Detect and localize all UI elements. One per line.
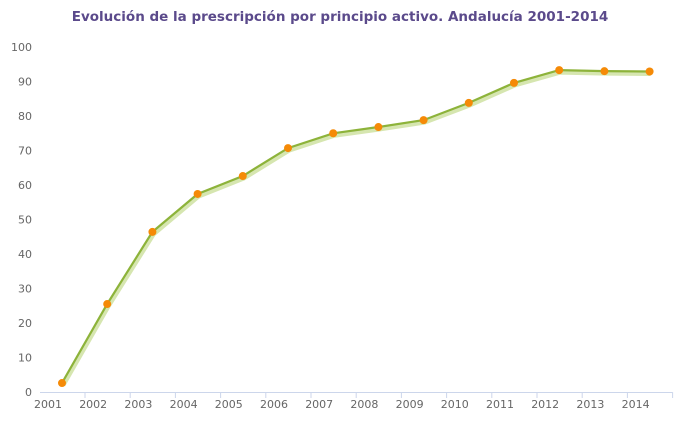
y-tick-label: 60	[18, 179, 32, 192]
x-tick-label: 2001	[34, 398, 62, 411]
x-tick-label: 2012	[531, 398, 559, 411]
data-point	[510, 78, 518, 87]
data-point	[148, 227, 157, 236]
y-axis: 0 10 20 30 40 50 60 70 80 90 100	[11, 41, 32, 399]
y-tick-label: 90	[18, 76, 32, 89]
data-point	[329, 129, 338, 138]
y-tick-label: 20	[18, 317, 32, 330]
x-axis: 2001 2002 2003 2004 2005 2006 2007 2008 2009 2010…	[34, 392, 674, 411]
y-tick-label: 0	[25, 386, 32, 399]
data-point	[555, 66, 564, 75]
y-tick-label: 30	[18, 283, 32, 296]
data-point	[600, 67, 609, 76]
x-tick-label: 2005	[215, 398, 243, 411]
x-tick-label: 2003	[124, 398, 152, 411]
x-tick-label: 2004	[170, 398, 198, 411]
y-tick-label: 50	[18, 214, 32, 227]
x-tick-label: 2006	[260, 398, 288, 411]
series-line-shadow	[60, 69, 651, 387]
data-point	[464, 98, 473, 107]
y-tick-label: 70	[18, 145, 32, 158]
x-tick-label: 2007	[305, 398, 333, 411]
x-tick-label: 2010	[441, 398, 469, 411]
data-point	[374, 123, 383, 132]
x-tick-label: 2009	[396, 398, 424, 411]
x-tick-label: 2008	[350, 398, 378, 411]
chart-title: Evolución de la prescripción por princip…	[72, 9, 609, 25]
x-tick-label: 2013	[576, 398, 604, 411]
data-point	[193, 189, 202, 198]
series	[58, 66, 654, 388]
data-point	[238, 172, 247, 181]
x-tick-label: 2002	[79, 398, 107, 411]
data-point	[284, 144, 292, 153]
data-point	[58, 379, 66, 388]
x-tick-label: 2011	[486, 398, 514, 411]
data-point	[419, 116, 428, 125]
data-point	[103, 300, 112, 309]
y-tick-label: 10	[18, 352, 32, 365]
y-tick-label: 40	[18, 248, 32, 261]
x-tick-label: 2014	[622, 398, 650, 411]
y-tick-label: 100	[11, 41, 32, 54]
y-tick-label: 80	[18, 110, 32, 123]
data-point	[645, 67, 654, 76]
series-line	[61, 68, 650, 384]
